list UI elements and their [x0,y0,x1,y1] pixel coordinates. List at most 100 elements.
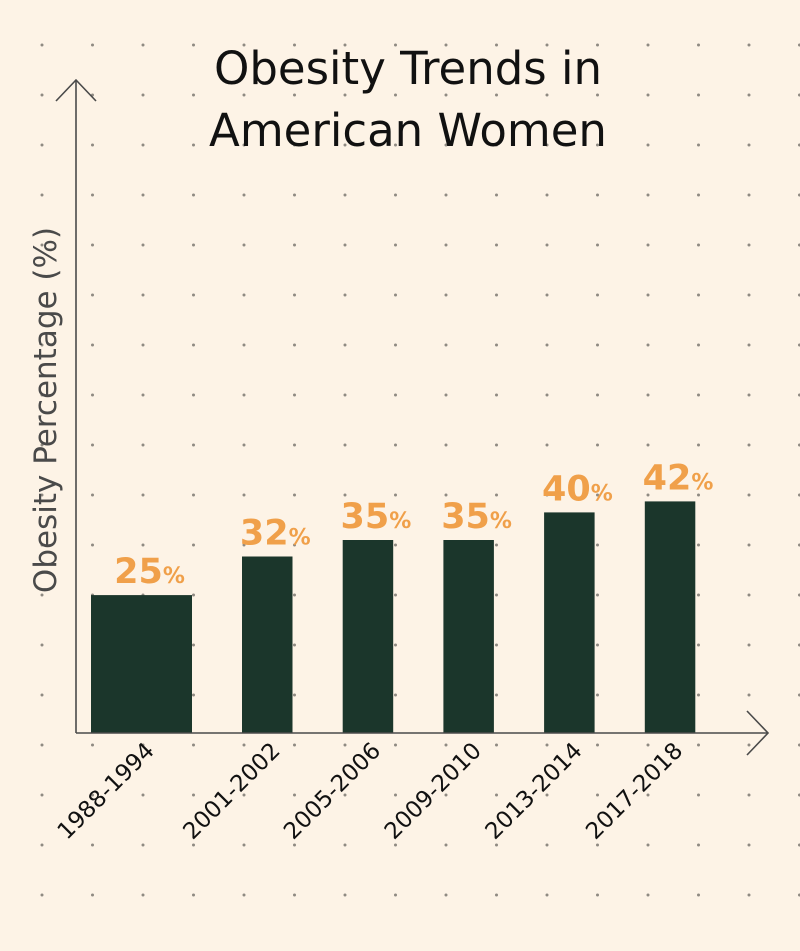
grid-dot [596,793,599,797]
value-label-2017-2018: 42% [643,458,714,498]
x-axis-arrowhead [746,710,770,756]
grid-dot [293,193,296,197]
bar-2017-2018 [644,501,696,733]
chart-title-line-1: Obesity Trends in [214,42,602,95]
grid-dot [192,543,195,547]
grid-dot [444,43,448,47]
x-tick-labels: 1988-1994 2001-20022005-20062009-20102013… [53,738,689,845]
grid-dot [545,143,549,147]
grid-dot [646,43,650,47]
bar-1988-1994 [91,595,192,733]
grid-dot [495,193,498,197]
grid-dot [343,893,347,897]
grid-dot [444,893,448,897]
grid-dot [394,443,397,447]
grid-dot [343,843,347,847]
grid-dot [495,393,498,397]
grid-dot [141,293,145,297]
grid-dot [242,343,246,347]
value-label-2013-2014: 40% [542,469,613,509]
grid-dot [596,143,599,147]
grid-dot [747,793,751,797]
grid-dot [40,593,44,597]
grid-dot [40,43,44,47]
grid-dot [91,43,94,47]
grid-dot [91,443,94,447]
value-label-2009-2010: 35% [441,497,512,537]
grid-dot [343,43,347,47]
grid-dot [91,143,94,147]
grid-dot [242,143,246,147]
grid-dot [91,743,94,747]
grid-dot [141,343,145,347]
grid-dot [293,743,296,747]
grid-dot [40,793,44,797]
grid-dot [242,393,246,397]
grid-dot [444,193,448,197]
grid-dot [596,743,599,747]
grid-dot [192,293,195,297]
grid-dot [40,543,44,547]
grid-dot [141,493,145,497]
grid-dot [343,293,347,297]
grid-dot [192,893,195,897]
grid-dot [242,43,246,47]
grid-dot [545,43,549,47]
grid-dot [545,743,549,747]
grid-dot [293,593,296,597]
grid-dot [697,93,700,97]
grid-dot [596,893,599,897]
grid-dot [545,493,549,497]
grid-dot [91,393,94,397]
grid-dot [596,643,599,647]
grid-dot [192,343,195,347]
grid-dot [293,493,296,497]
grid-dot [545,293,549,297]
grid-dot [697,43,700,47]
grid-dot [646,493,650,497]
grid-dot [394,243,397,247]
grid-dot [495,843,498,847]
grid-dot [596,843,599,847]
grid-dot [91,793,94,797]
grid-dot [141,193,145,197]
grid-dot [293,243,296,247]
grid-dot [394,293,397,297]
x-tick-label-2001-2002: 2001-2002 [179,738,286,845]
grid-dot [242,493,246,497]
grid-dot [646,293,650,297]
grid-dot [495,343,498,347]
grid-dot [444,243,448,247]
grid-dot [293,543,296,547]
grid-dot [192,193,195,197]
grid-dot [697,143,700,147]
grid-dot [697,293,700,297]
grid-dot [495,243,498,247]
grid-dot [596,343,599,347]
grid-dot [141,743,145,747]
grid-dot [394,543,397,547]
grid-dot [495,793,498,797]
grid-dot [394,43,397,47]
grid-dot [495,493,498,497]
grid-dot [545,343,549,347]
grid-dot [40,893,44,897]
grid-dot [343,93,347,97]
grid-dot [646,393,650,397]
grid-dot [343,493,347,497]
grid-dot [495,143,498,147]
grid-dot [697,243,700,247]
grid-dot [596,593,599,597]
grid-dot [394,143,397,147]
grid-dot [596,393,599,397]
grid-dot [545,443,549,447]
y-axis-arrowhead [55,78,97,102]
grid-dot [394,493,397,497]
grid-dot [596,493,599,497]
grid-dot [596,93,599,97]
grid-dot [40,643,44,647]
grid-dot [242,793,246,797]
grid-dot [192,793,195,797]
grid-dot [293,693,296,697]
grid-dot [91,193,94,197]
